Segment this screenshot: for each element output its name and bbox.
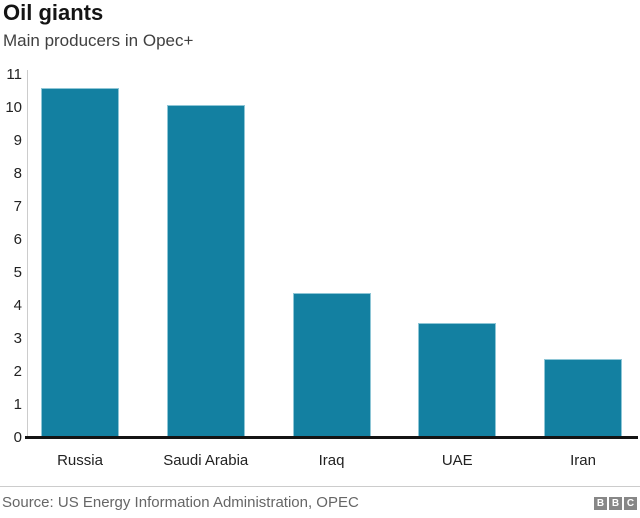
bar-russia	[41, 88, 119, 438]
y-tick-label: 5	[13, 264, 22, 281]
x-axis-label: Saudi Arabia	[163, 452, 249, 469]
bar-saudi-arabia	[166, 104, 245, 438]
footer-divider	[0, 486, 640, 487]
y-tick-label: 7	[13, 198, 22, 215]
source-text: Source: US Energy Information Administra…	[2, 494, 359, 511]
logo-letter-block: B	[609, 497, 622, 510]
y-tick-label: 8	[13, 165, 22, 182]
y-tick-label: 6	[13, 231, 22, 248]
y-tick-label: 10	[5, 99, 22, 116]
y-axis-line	[27, 70, 28, 438]
logo-letter-block: C	[624, 497, 637, 510]
x-axis-label: Russia	[57, 452, 103, 469]
x-axis-label: UAE	[441, 452, 473, 469]
bar-iran	[544, 358, 622, 438]
y-tick-label: 9	[13, 132, 22, 149]
x-axis-label: Iran	[570, 452, 596, 469]
chart-subtitle: Main producers in Opec+	[3, 31, 194, 50]
bar-uae	[418, 322, 497, 438]
y-tick-label: 4	[13, 297, 22, 314]
y-tick-label: 11	[6, 66, 22, 83]
chart-title: Oil giants	[3, 0, 104, 25]
bar-iraq	[292, 292, 371, 438]
y-tick-label: 0	[13, 429, 22, 446]
y-tick-label: 3	[13, 330, 22, 347]
y-tick-label: 1	[13, 396, 22, 413]
x-axis-label: Iraq	[318, 452, 345, 469]
x-axis-line	[25, 436, 638, 439]
y-tick-label: 2	[13, 363, 22, 380]
logo-letter-block: B	[594, 497, 607, 510]
